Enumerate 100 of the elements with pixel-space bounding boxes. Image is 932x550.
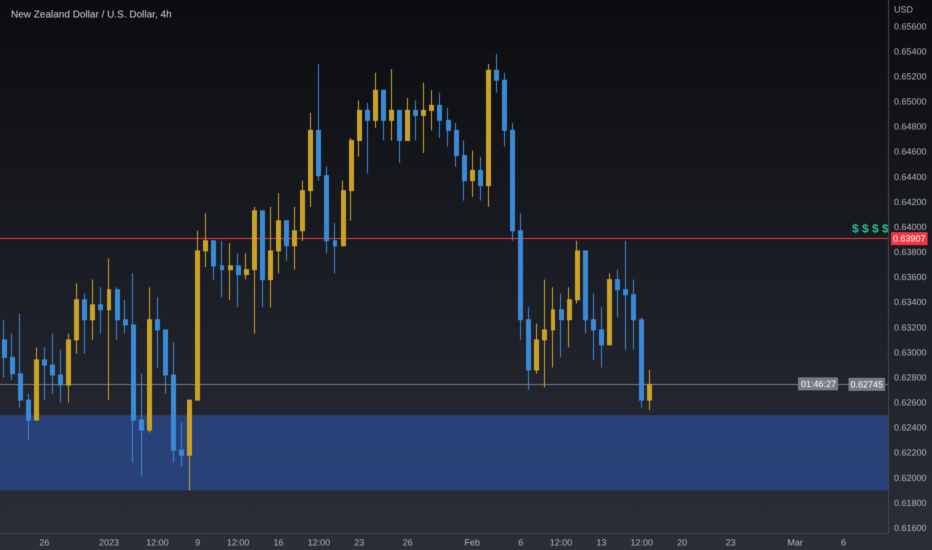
y-tick-label: 0.65200 [894, 72, 927, 82]
candlestick [66, 333, 71, 404]
candlestick [195, 230, 200, 401]
candlestick [26, 393, 31, 441]
x-tick-label: 6 [841, 538, 846, 548]
candlestick [631, 279, 636, 350]
y-tick-label: 0.64600 [894, 146, 927, 157]
candlestick [155, 296, 160, 368]
x-tick-label: Mar [787, 538, 803, 548]
candlestick [607, 272, 612, 346]
y-tick-label: 0.64000 [894, 222, 927, 232]
x-tick-label: 9 [195, 538, 200, 548]
text: New Zealand Dollar / U.S. Dollar, 4h [11, 10, 172, 20]
y-tick-label: 0.64800 [894, 122, 927, 132]
y-tick-label: 0.63000 [894, 347, 927, 358]
candlestick [276, 192, 281, 274]
candlestick [187, 400, 192, 491]
x-tick-label: 23 [726, 538, 736, 548]
candlestick [510, 122, 515, 242]
candlestick [107, 258, 111, 401]
x-tick-label: 12:00 [308, 538, 330, 548]
candlestick [115, 286, 120, 340]
candlestick [139, 373, 144, 478]
candlestick [373, 72, 378, 128]
y-tick-label: 0.62200 [894, 448, 927, 458]
candlestick [220, 240, 224, 298]
candlestick [324, 166, 329, 254]
candlestick [316, 63, 321, 182]
candlestick [405, 97, 410, 141]
candlestick [90, 279, 95, 340]
candlestick [599, 306, 604, 368]
candlestick [413, 100, 418, 141]
y-tick-label: 0.63800 [894, 247, 927, 258]
candlestick [397, 110, 402, 164]
candlestick [284, 220, 289, 262]
y-tick-label: 0.63200 [894, 322, 927, 332]
ref-line-label: 0.63907 [893, 234, 926, 244]
candlestick [34, 346, 39, 421]
y-tick-label: 0.61600 [894, 522, 927, 533]
candlestick [82, 292, 87, 354]
y-tick-label: 0.61800 [894, 498, 927, 508]
y-tick-label: 0.63400 [894, 297, 927, 308]
candlestick [462, 140, 467, 202]
x-tick-label: 13 [596, 538, 606, 548]
candlestick [454, 122, 459, 168]
candlestick [341, 180, 346, 246]
y-tick-label: 0.65400 [894, 46, 927, 56]
candlestick [333, 222, 337, 274]
candlestick [429, 90, 434, 131]
candlestick [389, 68, 394, 141]
candlestick [615, 269, 620, 318]
candlestick [10, 333, 15, 380]
candlestick [567, 286, 572, 348]
candlestick [2, 319, 7, 378]
annotation: 01:46:27 [801, 378, 836, 389]
x-tick-label: 2023 [98, 538, 119, 548]
candlestick [591, 292, 596, 360]
x-tick-label: 12:00 [226, 538, 250, 548]
y-tick-label: 0.63600 [894, 272, 927, 282]
ref-line-label: 0.62745 [850, 379, 883, 390]
candlestick [526, 306, 531, 391]
x-tick-label: 26 [402, 538, 413, 548]
candlestick [42, 346, 47, 401]
candlestick [308, 112, 313, 208]
candlestick [50, 333, 55, 394]
y-tick-label: 0.62600 [894, 398, 927, 408]
x-tick-label: 12:00 [550, 538, 572, 548]
annotation: $ $ $ $ [852, 222, 890, 236]
candlestick [470, 150, 475, 198]
y-tick-label: 0.65600 [894, 21, 927, 32]
candlestick [518, 212, 523, 340]
y-tick-label: 0.62000 [894, 472, 927, 483]
x-tick-label: 12:00 [146, 538, 169, 548]
x-tick-label: 20 [677, 538, 688, 548]
candlestick [171, 342, 176, 464]
y-axis-title: USD [894, 4, 914, 14]
x-tick-label: 23 [354, 538, 364, 548]
candlestick [623, 240, 628, 350]
y-tick-label: 0.65000 [894, 96, 927, 107]
candlestick [542, 279, 547, 388]
y-tick-label: 0.64400 [894, 172, 927, 182]
candlestick [494, 53, 499, 94]
candlestick [421, 82, 426, 154]
candlestick [647, 369, 652, 411]
candlestick [236, 252, 241, 308]
candlestick [357, 100, 362, 158]
candlestick [228, 242, 233, 300]
candlestick [252, 206, 257, 334]
y-tick-label: 0.62400 [894, 422, 927, 433]
x-tick-label: 26 [39, 538, 50, 548]
candlestick [131, 272, 136, 464]
y-tick-label: 0.64200 [894, 196, 927, 207]
candlestick [381, 90, 386, 141]
candlestick [437, 92, 442, 138]
candlestick [147, 286, 152, 434]
y-tick-label: 0.62800 [894, 372, 927, 382]
candlestick [98, 286, 103, 334]
candlestick [74, 282, 79, 354]
candlestick [292, 206, 297, 270]
candlestick [365, 102, 370, 174]
